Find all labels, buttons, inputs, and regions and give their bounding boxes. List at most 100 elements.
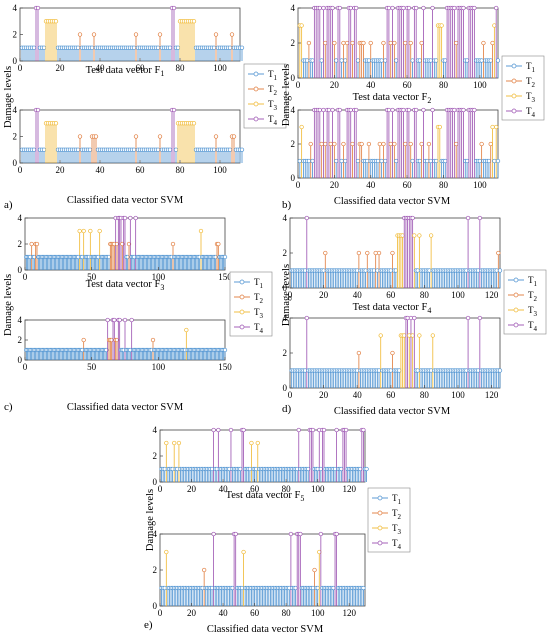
x-tick-label: 20 [56, 165, 66, 175]
stem-marker [408, 141, 413, 147]
stem-marker [106, 254, 112, 260]
x-tick-label: 60 [403, 180, 413, 190]
stem-marker [330, 107, 335, 113]
stem-marker [381, 141, 386, 147]
stem-marker [375, 158, 381, 164]
stem-marker [171, 107, 177, 113]
stem-marker [379, 58, 384, 63]
legend-marker [239, 324, 245, 330]
stem-marker [53, 121, 59, 126]
stem-marker [202, 567, 207, 573]
x-tick-label: 100 [311, 484, 325, 494]
stem-marker [481, 40, 486, 46]
stem-marker [227, 45, 233, 50]
legend-entry: T4 [528, 320, 538, 333]
stem-marker [350, 40, 355, 46]
y-tick-label: 0 [283, 283, 288, 293]
legend-marker [239, 309, 245, 315]
stem-marker [428, 233, 434, 238]
x-tick-label: 60 [250, 608, 260, 618]
x-tick-label: 80 [176, 63, 186, 73]
stem-marker [434, 158, 439, 164]
stem-marker [494, 5, 499, 11]
x-tick-label: 0 [23, 272, 28, 282]
stem-marker [310, 427, 316, 433]
stem-marker [426, 141, 432, 147]
stem-marker [354, 107, 359, 113]
stem-marker [323, 250, 328, 256]
legend-marker [511, 93, 517, 99]
stem-marker [383, 58, 388, 63]
stem-marker [388, 40, 393, 46]
stem-marker [53, 19, 59, 24]
stem-marker [312, 567, 317, 573]
stem-marker [211, 45, 217, 50]
stem-marker [173, 147, 179, 152]
stem-marker [114, 337, 120, 343]
stem-marker [334, 158, 339, 164]
y-tick-label: 4 [153, 529, 158, 539]
x-tick-label: 20 [56, 63, 66, 73]
legend-box [229, 271, 273, 337]
stem-marker [368, 40, 373, 46]
stem-marker [337, 107, 342, 113]
panel-label: a) [4, 199, 13, 211]
legend-marker [513, 322, 519, 328]
stem-marker [359, 141, 364, 147]
stem-marker [479, 58, 484, 63]
stem-marker [410, 333, 415, 338]
y-tick-label: 4 [283, 313, 288, 323]
stem-marker [392, 141, 397, 147]
stem-marker [403, 141, 408, 147]
plot-frame [289, 317, 501, 389]
stem-marker [77, 32, 83, 37]
stem-marker [109, 337, 114, 343]
x-tick-label: 150 [218, 362, 232, 372]
stem-marker [394, 58, 399, 63]
x-tick-label: 20 [187, 484, 197, 494]
stem-marker [299, 124, 304, 130]
stem-marker [495, 58, 501, 63]
legend-entry: T2 [526, 76, 536, 89]
stem-marker [304, 315, 309, 321]
chart-title: Test data vector F1 [86, 65, 165, 78]
stem-marker [249, 440, 254, 446]
stem-marker [406, 107, 412, 113]
x-tick-label: 0 [296, 80, 301, 90]
stem-marker [120, 241, 125, 247]
stem-marker [239, 45, 245, 50]
legend-entry: T4 [526, 106, 536, 119]
x-tick-label: 80 [282, 484, 292, 494]
x-tick-label: 100 [451, 390, 465, 400]
stem-marker [464, 58, 470, 63]
y-axis-label: Damage levels [3, 274, 14, 336]
chart-title: Classified data vector SVM [334, 196, 451, 207]
x-tick-label: 150 [218, 272, 232, 282]
stem-marker [77, 228, 82, 234]
stem-marker [222, 347, 228, 353]
legend-entry: T2 [254, 292, 264, 305]
stem-marker [472, 107, 477, 113]
stem-marker [390, 5, 395, 11]
stem-marker [128, 215, 133, 221]
x-tick-label: 40 [219, 484, 229, 494]
stem-marker [428, 58, 433, 63]
stem-marker [400, 233, 405, 238]
stem-marker [377, 141, 382, 147]
stem-marker [297, 158, 302, 164]
stem-marker [419, 141, 424, 147]
stem-marker [75, 147, 81, 152]
stem-marker [390, 107, 395, 113]
stem-marker [105, 317, 110, 323]
stem-marker [227, 147, 233, 152]
stem-marker [77, 134, 83, 139]
stem-marker [408, 40, 413, 46]
y-tick-label: 4 [291, 105, 296, 115]
stem-marker [434, 58, 439, 63]
stem-marker [164, 440, 169, 446]
chart-title: Classified data vector SVM [67, 195, 184, 206]
